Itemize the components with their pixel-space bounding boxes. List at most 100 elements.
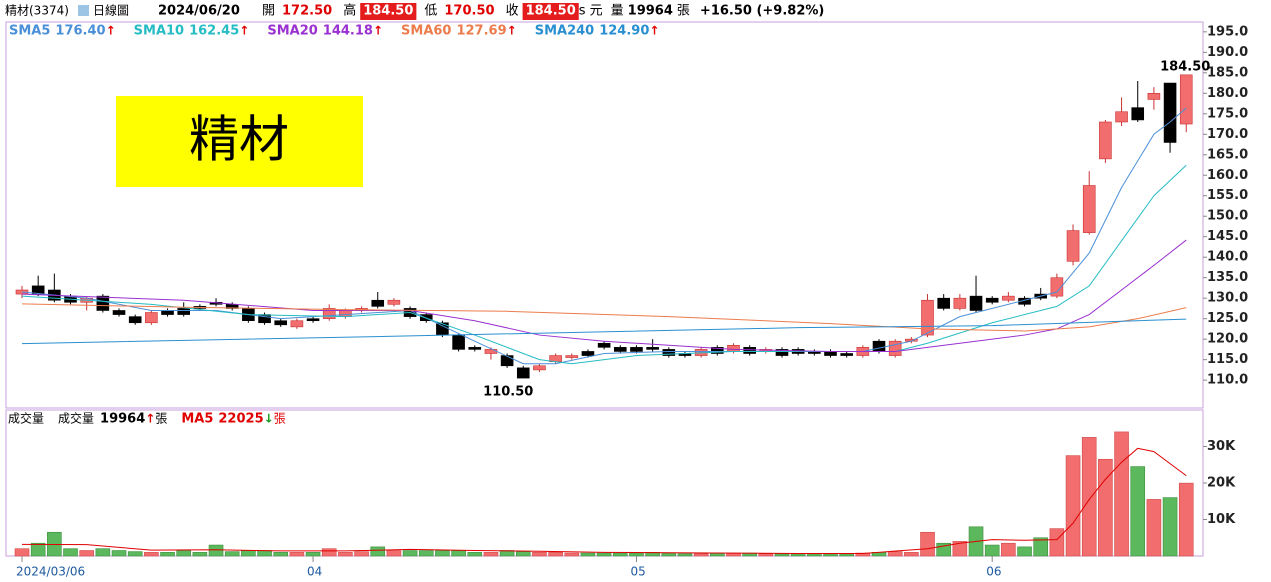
volume-bar [580,552,596,557]
candle-body [533,365,546,371]
y-tick-label: 110.0 [1207,373,1248,388]
candle-body [1050,277,1064,297]
volume-bar [127,551,143,557]
volume-bar [952,541,968,557]
candle-body [484,349,498,354]
volume-bar [904,552,919,557]
stock-name: 精材(3374) [5,4,69,18]
legend-value: 162.45 [189,24,239,39]
candle-body [322,308,336,319]
price-annotation: 184.50 [1160,59,1210,74]
volume-bar [192,552,208,557]
volume-bar [823,553,838,557]
candle-body [1115,111,1128,123]
y-tick-label: 170.0 [1207,127,1248,142]
volume-bar [354,551,369,557]
legend-name: 成交量 [58,411,94,426]
y-tick-label: 155.0 [1207,188,1248,203]
volume-bar [629,552,644,557]
candle-body [872,340,886,352]
volume-bar [1065,455,1081,557]
candle-body [1002,295,1015,301]
candle-body [969,295,983,311]
candle-body [1179,74,1193,125]
candle-body [371,299,385,307]
field-value: 184.50 [363,4,413,19]
y-tick-label: 165.0 [1207,147,1248,162]
volume-bar [1178,482,1194,557]
candle-body [1131,107,1145,121]
x-tick-label: 04 [307,565,322,579]
candle-body [824,351,837,356]
candle-body [145,312,158,324]
candle-body [161,310,174,315]
y-tick-label: 140.0 [1207,250,1248,265]
field-label: 開 [262,4,275,19]
period-icon[interactable] [78,5,89,16]
volume-bar [1033,537,1049,557]
y-tick-label: 145.0 [1207,229,1248,244]
legend-value: 127.69 [456,24,506,39]
candle-body [339,310,352,317]
volume-bar [774,553,790,557]
volume-bar [176,550,191,557]
legend-value: 144.18 [323,24,373,39]
field-value: 172.50 [282,4,332,19]
candle-body [630,347,643,352]
legend-trend: ↑ [649,24,659,38]
candle-body [1082,185,1096,233]
volume-bar [839,553,854,557]
sma-line [21,318,1187,345]
candle-body [985,297,999,303]
field-label: 高 [343,3,356,19]
candle-body [597,342,611,348]
candle-body [775,349,789,356]
candle-body [662,349,676,356]
y-tick-label: 135.0 [1207,270,1248,285]
y-tick-label: 160.0 [1207,168,1248,183]
candle-body [743,347,756,354]
candle-body [1099,121,1112,160]
volume-bar [532,552,547,557]
volume-bar [79,550,94,557]
y-tick-label: 20K [1207,476,1236,491]
candle-body [565,355,579,358]
value-box [360,3,417,20]
volume-bar [548,552,563,557]
candle-body [1163,82,1177,143]
candle-body [452,334,465,350]
candle-body [840,353,853,356]
y-tick-label: 195.0 [1207,24,1248,39]
x-tick-label: 2024/03/06 [16,565,85,579]
volume-bar [224,551,240,557]
field-label: 收 [506,4,519,19]
y-tick-label: 30K [1207,439,1236,454]
y-tick-label: 120.0 [1207,332,1248,347]
candle-body [436,322,449,336]
title-box [116,96,363,187]
candle-body [274,320,288,326]
candle-body [306,318,320,322]
x-tick-label: 06 [986,565,1001,579]
legend-trend: ↓ [264,412,274,426]
volume-bar [208,544,224,557]
price-annotation: 110.50 [483,385,533,400]
volume-bar [596,552,612,557]
volume-bar [95,548,111,557]
candle-body [937,297,950,309]
sma-line [21,303,1187,332]
volume-bar [1130,466,1146,557]
candle-body [953,297,967,309]
volume-label: 量 [611,4,624,19]
candle-body [177,308,190,315]
period: 日線圖 [93,3,129,18]
legend-value: 19964 [100,412,145,427]
volume-unit: 張 [677,4,690,19]
candle-body [1147,92,1161,100]
volume-bar [241,550,256,557]
volume-bar [305,552,321,557]
volume-bar [984,544,1000,557]
y-tick-label: 185.0 [1207,65,1248,80]
legend-name: SMA10 [134,24,184,39]
volume-bar [144,552,159,557]
